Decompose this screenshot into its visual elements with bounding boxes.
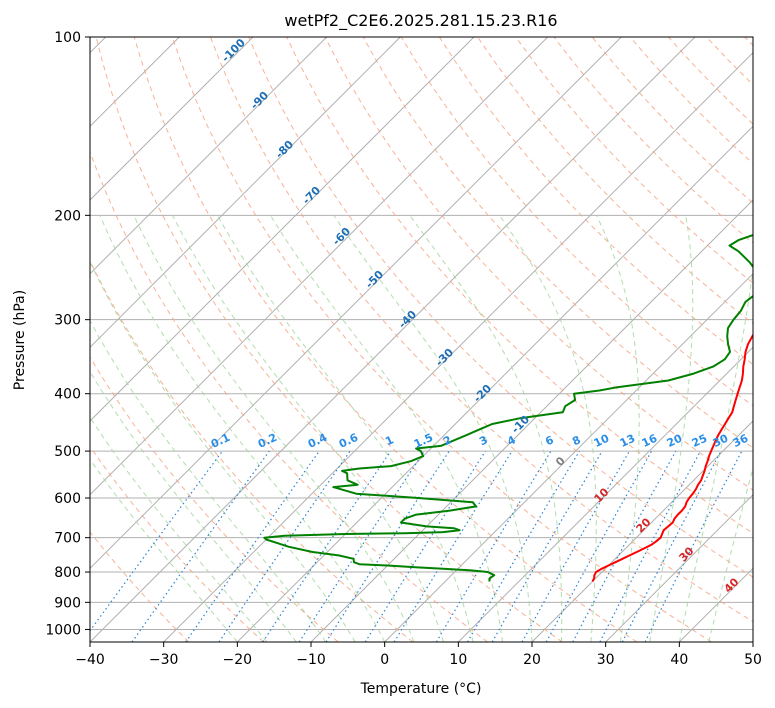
isotherm-line [90, 37, 254, 201]
mixing-ratio-line [218, 450, 351, 642]
y-tick-label: 900 [54, 595, 81, 611]
moist-adiabat-line [90, 416, 268, 642]
x-tick-label: 50 [744, 652, 762, 668]
moist-adiabat-line [333, 215, 533, 642]
isotherm-line [531, 420, 753, 642]
moist-adiabat-line [172, 215, 445, 642]
dry-adiabat-line [90, 150, 488, 642]
moist-adiabat-line [596, 215, 640, 642]
moist-adiabat-line [499, 215, 597, 642]
y-axis-label: Pressure (hPa) [12, 290, 28, 390]
moist-adiabat-line [649, 215, 694, 642]
mixing-ratio-line [435, 450, 552, 642]
plot-frame [89, 36, 754, 643]
dry-adiabat-line [210, 37, 753, 623]
dry-adiabat-line [90, 445, 264, 642]
x-tick-label: 20 [523, 652, 541, 668]
x-tick-label: 30 [597, 652, 615, 668]
x-tick-label: 10 [449, 652, 467, 668]
y-tick-label: 400 [54, 387, 81, 403]
dewpoint-profile-line [263, 233, 753, 582]
mixing-ratio-label: 13 [618, 432, 637, 450]
x-axis-label: Temperature (°C) [360, 681, 482, 697]
mixing-ratio-line [325, 450, 450, 642]
moist-adiabat-line [217, 215, 474, 642]
dry-adiabat-line [400, 37, 753, 407]
dry-adiabat-line [171, 37, 712, 642]
x-tick-label: −10 [296, 652, 326, 668]
moist-adiabat-line [90, 370, 297, 642]
mixing-ratio-line [466, 450, 580, 642]
dry-adiabat-line [515, 37, 753, 284]
moist-adiabat-line [678, 265, 753, 642]
mixing-ratio-label: 16 [640, 432, 660, 450]
y-axis-ticks: 100 200 300 400 500 600 700 800 900 1000 [45, 30, 90, 638]
mixing-ratio-line [185, 450, 320, 642]
y-tick-label: 600 [54, 491, 81, 507]
mixing-ratio-line [262, 450, 392, 642]
x-tick-label: 0 [380, 652, 389, 668]
x-tick-label: −20 [223, 652, 253, 668]
skewed-isotherms [90, 37, 753, 642]
dry-adiabat-line [90, 259, 414, 642]
isotherm-line [90, 37, 475, 422]
plot-area [90, 37, 753, 642]
mixing-ratio-line [364, 450, 486, 642]
dry-adiabat-line [286, 37, 753, 534]
moist-adiabat-line [90, 260, 356, 642]
dry-adiabat-line [438, 37, 753, 366]
y-tick-label: 800 [54, 565, 81, 581]
moist-adiabat-line [708, 466, 753, 642]
mixing-ratio-label: 20 [665, 432, 685, 450]
mixing-ratio-label: 36 [731, 432, 751, 450]
temperature-profile-line [591, 333, 753, 582]
dry-adiabat-line [133, 37, 638, 642]
y-tick-label: 700 [54, 531, 81, 547]
isotherm-line [90, 37, 622, 570]
y-tick-label: 200 [54, 208, 81, 224]
mixing-ratio-label: 25 [690, 432, 709, 450]
dry-adiabats [90, 37, 753, 642]
isotherm-line [605, 493, 753, 642]
mixing-ratio-line [599, 450, 702, 642]
x-tick-label: 40 [670, 652, 688, 668]
x-tick-label: −40 [75, 652, 105, 668]
dry-adiabat-line [95, 37, 563, 642]
mixing-ratio-line [298, 450, 425, 642]
isotherm-line [90, 37, 696, 642]
mixing-ratio-label: 10 [592, 432, 612, 450]
isotherm-line [236, 125, 753, 642]
y-tick-label: 300 [54, 313, 81, 329]
x-axis-ticks: −40 −30 −20 −10 0 10 20 30 40 50 [75, 642, 762, 668]
chart-title: wetPf2_C2E6.2025.281.15.23.R16 [284, 11, 557, 31]
moist-adiabat-line [90, 319, 327, 642]
y-tick-label: 100 [54, 30, 81, 46]
isotherm-line [90, 37, 328, 275]
mixing-ratio-label: 30 [711, 432, 731, 450]
mixing-ratio-lines [90, 450, 743, 642]
isotherm-line [90, 37, 549, 496]
y-tick-label: 500 [54, 444, 81, 460]
moist-adiabat-line [409, 215, 563, 642]
moist-adiabat-line [90, 458, 238, 642]
isotherm-line [384, 272, 753, 642]
mixing-ratio-line [572, 450, 677, 642]
y-tick-label: 1000 [45, 622, 81, 638]
dry-adiabat-line [248, 37, 753, 578]
isotherm-line [90, 37, 401, 349]
moist-adiabats [90, 215, 753, 642]
isotherm-line [163, 51, 753, 642]
moist-adiabat-line [133, 215, 415, 642]
series-layer [263, 233, 753, 582]
dry-adiabat-line [90, 531, 190, 642]
mixing-ratio-line [393, 450, 513, 642]
x-tick-label: −30 [149, 652, 179, 668]
